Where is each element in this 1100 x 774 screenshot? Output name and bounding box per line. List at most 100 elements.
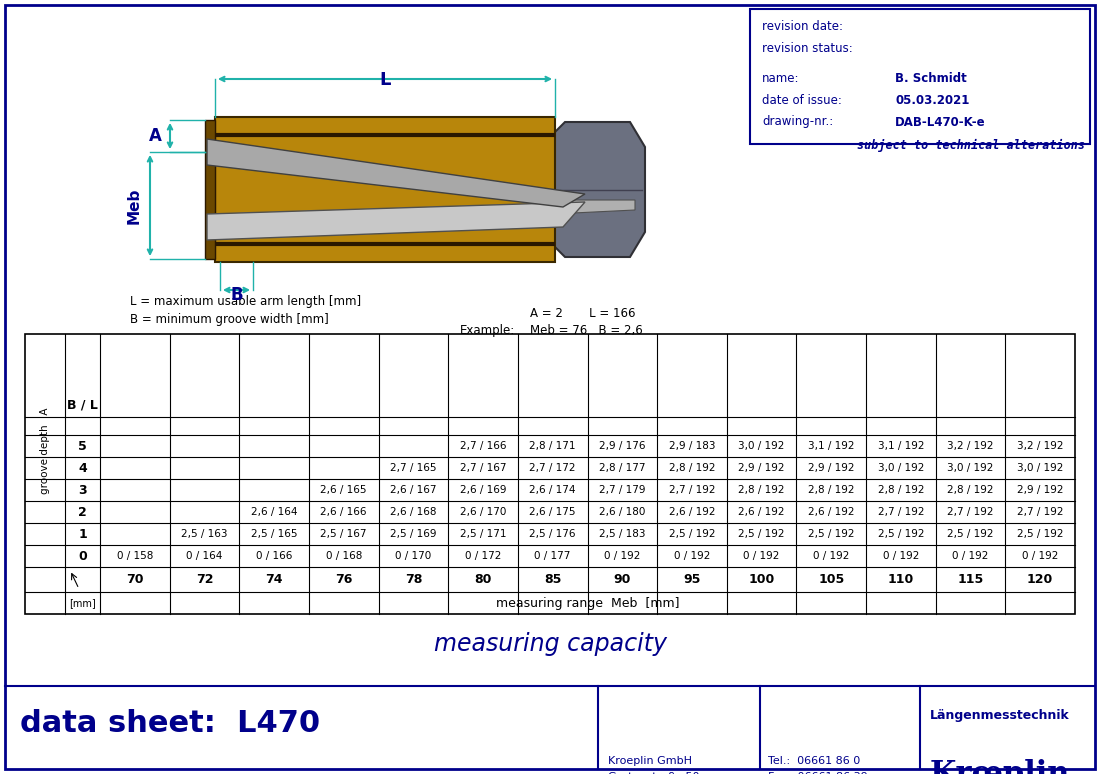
Text: 0 / 192: 0 / 192 <box>953 551 989 561</box>
Text: 2,8 / 192: 2,8 / 192 <box>808 485 855 495</box>
Text: 0 / 177: 0 / 177 <box>535 551 571 561</box>
Text: 2,5 / 192: 2,5 / 192 <box>808 529 855 539</box>
Text: 78: 78 <box>405 573 422 586</box>
Text: 3,0 / 192: 3,0 / 192 <box>878 463 924 473</box>
Text: 2,6 / 169: 2,6 / 169 <box>460 485 506 495</box>
Text: 105: 105 <box>818 573 845 586</box>
Text: B = minimum groove width [mm]: B = minimum groove width [mm] <box>130 313 329 326</box>
Text: 0 / 166: 0 / 166 <box>256 551 293 561</box>
Text: Meb: Meb <box>126 187 142 224</box>
Text: 2,6 / 166: 2,6 / 166 <box>320 507 367 517</box>
Text: 3: 3 <box>78 484 87 496</box>
Text: 2,6 / 192: 2,6 / 192 <box>669 507 715 517</box>
Text: 2,5 / 165: 2,5 / 165 <box>251 529 297 539</box>
Text: 2,5 / 192: 2,5 / 192 <box>878 529 924 539</box>
Bar <box>214 117 556 262</box>
Text: date of issue:: date of issue: <box>762 94 842 107</box>
Text: measuring range  Meb  [mm]: measuring range Meb [mm] <box>496 597 680 609</box>
Text: 95: 95 <box>683 573 701 586</box>
Text: 2,5 / 169: 2,5 / 169 <box>390 529 437 539</box>
Text: 2,5 / 171: 2,5 / 171 <box>460 529 506 539</box>
Text: 2,5 / 192: 2,5 / 192 <box>669 529 715 539</box>
Text: 2,8 / 177: 2,8 / 177 <box>600 463 646 473</box>
Text: L = maximum usable arm length [mm]: L = maximum usable arm length [mm] <box>130 296 361 309</box>
Text: 0 / 192: 0 / 192 <box>674 551 711 561</box>
Text: Längenmesstechnik: Längenmesstechnik <box>930 709 1069 722</box>
Text: 90: 90 <box>614 573 631 586</box>
Text: 2,7 / 192: 2,7 / 192 <box>878 507 924 517</box>
Text: 0: 0 <box>78 550 87 563</box>
Bar <box>750 9 1090 144</box>
Text: 3,1 / 192: 3,1 / 192 <box>878 441 924 451</box>
Text: B: B <box>230 286 243 304</box>
Text: Krœplin: Krœplin <box>930 759 1070 774</box>
Text: A: A <box>150 127 162 145</box>
Text: 2,5 / 163: 2,5 / 163 <box>182 529 228 539</box>
Text: 2,7 / 172: 2,7 / 172 <box>529 463 576 473</box>
Text: Meb = 76   B = 2,6: Meb = 76 B = 2,6 <box>530 324 642 337</box>
Text: 5: 5 <box>78 440 87 453</box>
Text: 2,6 / 175: 2,6 / 175 <box>529 507 576 517</box>
Text: subject to technical alterations: subject to technical alterations <box>857 139 1085 152</box>
Text: 3,2 / 192: 3,2 / 192 <box>947 441 993 451</box>
Text: 0 / 158: 0 / 158 <box>117 551 153 561</box>
Text: 120: 120 <box>1027 573 1054 586</box>
Text: 05.03.2021: 05.03.2021 <box>895 94 969 107</box>
Text: 70: 70 <box>126 573 144 586</box>
Text: 2,9 / 176: 2,9 / 176 <box>600 441 646 451</box>
Text: 2: 2 <box>78 505 87 519</box>
Polygon shape <box>207 139 585 207</box>
Text: Kroeplin GmbH
Gartenstraße 50
D-36381 Schlüchtern: Kroeplin GmbH Gartenstraße 50 D-36381 Sc… <box>608 756 726 774</box>
Text: 2,6 / 174: 2,6 / 174 <box>529 485 576 495</box>
Text: L: L <box>379 71 390 89</box>
Text: 100: 100 <box>748 573 774 586</box>
Text: [mm]: [mm] <box>69 598 96 608</box>
Text: 2,6 / 164: 2,6 / 164 <box>251 507 297 517</box>
Text: B. Schmidt: B. Schmidt <box>895 71 967 84</box>
Text: 2,8 / 192: 2,8 / 192 <box>947 485 993 495</box>
Text: B / L: B / L <box>67 398 98 411</box>
Text: 2,9 / 192: 2,9 / 192 <box>1016 485 1064 495</box>
Bar <box>205 120 214 259</box>
Text: 2,5 / 176: 2,5 / 176 <box>529 529 576 539</box>
Polygon shape <box>550 122 645 257</box>
Text: 0 / 172: 0 / 172 <box>465 551 502 561</box>
Text: 76: 76 <box>336 573 352 586</box>
Text: 2,8 / 171: 2,8 / 171 <box>529 441 576 451</box>
Text: 115: 115 <box>957 573 983 586</box>
Text: 4: 4 <box>78 461 87 474</box>
Text: 0 / 164: 0 / 164 <box>186 551 222 561</box>
Text: 2,6 / 167: 2,6 / 167 <box>390 485 437 495</box>
Text: 2,6 / 192: 2,6 / 192 <box>738 507 785 517</box>
Text: 2,5 / 192: 2,5 / 192 <box>947 529 993 539</box>
Text: 2,9 / 183: 2,9 / 183 <box>669 441 715 451</box>
Text: 2,8 / 192: 2,8 / 192 <box>878 485 924 495</box>
Text: 2,5 / 192: 2,5 / 192 <box>738 529 785 539</box>
Text: 2,7 / 165: 2,7 / 165 <box>390 463 437 473</box>
Text: 2,6 / 180: 2,6 / 180 <box>600 507 646 517</box>
Text: 2,6 / 165: 2,6 / 165 <box>320 485 367 495</box>
Text: 2,7 / 167: 2,7 / 167 <box>460 463 506 473</box>
Text: 2,6 / 168: 2,6 / 168 <box>390 507 437 517</box>
Text: 0 / 192: 0 / 192 <box>1022 551 1058 561</box>
Text: 3,0 / 192: 3,0 / 192 <box>1018 463 1064 473</box>
Text: revision status:: revision status: <box>762 42 852 54</box>
Polygon shape <box>207 202 585 240</box>
Text: DAB-L470-K-e: DAB-L470-K-e <box>895 115 986 128</box>
Text: 2,5 / 183: 2,5 / 183 <box>600 529 646 539</box>
Text: Tel.:  06661 86 0
Fax:  06661 86 39
Mail: sales@kroeplin.com
Web: www.kroeplin.c: Tel.: 06661 86 0 Fax: 06661 86 39 Mail: … <box>768 756 910 774</box>
Text: 74: 74 <box>265 573 283 586</box>
Text: 2,7 / 192: 2,7 / 192 <box>669 485 715 495</box>
Text: 3,1 / 192: 3,1 / 192 <box>808 441 855 451</box>
Text: 2,7 / 192: 2,7 / 192 <box>947 507 993 517</box>
Text: A = 2       L = 166: A = 2 L = 166 <box>530 307 636 320</box>
Text: 72: 72 <box>196 573 213 586</box>
Text: Example:: Example: <box>460 324 515 337</box>
Text: 2,9 / 192: 2,9 / 192 <box>808 463 855 473</box>
Text: groove depth   A: groove depth A <box>40 407 49 494</box>
Text: 3,0 / 192: 3,0 / 192 <box>947 463 993 473</box>
Text: 0 / 168: 0 / 168 <box>326 551 362 561</box>
Text: 85: 85 <box>544 573 561 586</box>
Text: name:: name: <box>762 71 800 84</box>
Text: 0 / 192: 0 / 192 <box>813 551 849 561</box>
